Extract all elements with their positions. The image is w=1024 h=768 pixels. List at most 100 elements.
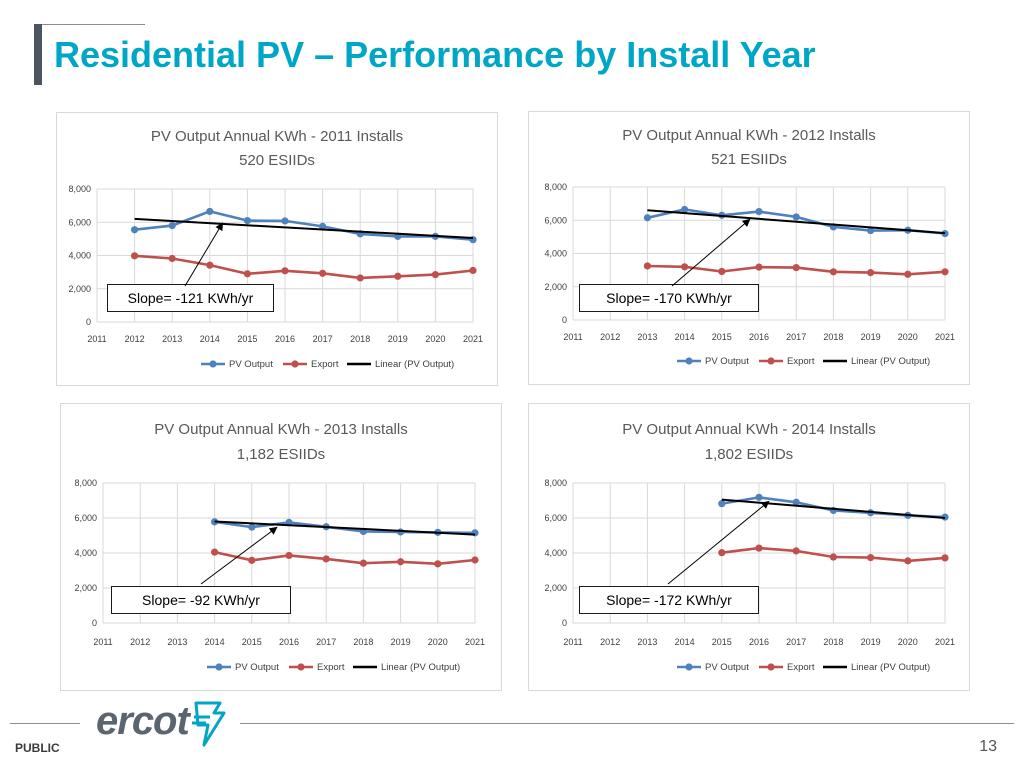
export-point (322, 555, 330, 563)
x-tick-label: 2014 (205, 637, 225, 647)
x-tick-label: 2013 (167, 637, 187, 647)
legend-label-linear-trend: Linear (PV Output) (851, 356, 930, 367)
export-point (867, 553, 875, 562)
export-point (718, 267, 726, 276)
linear-trend-line (214, 520, 476, 536)
y-tick-label: 4,000 (68, 251, 91, 261)
chart-panel-2011: PV Output Annual KWh - 2011 Installs 520 … (56, 112, 498, 386)
export-point (131, 252, 139, 260)
pv-output-point (281, 217, 289, 225)
export-point (285, 551, 293, 560)
page-title: Residential PV – Performance by Install … (54, 34, 816, 75)
y-tick-label: 2,000 (74, 583, 97, 593)
y-tick-label: 8,000 (544, 478, 567, 488)
x-tick-label: 2012 (600, 332, 620, 342)
linear-trend-line (647, 209, 946, 235)
chart-svg-2014: PV Output Annual KWh - 2014 Installs 1,80… (544, 421, 955, 673)
pv-output-point (206, 207, 214, 216)
export-point (359, 559, 367, 567)
y-tick-label: 8,000 (544, 182, 567, 192)
export-point (829, 268, 837, 276)
pv-output-point (792, 498, 800, 506)
y-tick-label: 0 (86, 317, 91, 327)
y-tick-label: 2,000 (68, 284, 91, 294)
pv-output-point (319, 222, 327, 231)
x-tick-label: 2012 (125, 334, 145, 344)
legend-label-export: Export (311, 359, 339, 370)
y-tick-label: 0 (562, 618, 567, 628)
export-legend-marker (767, 663, 775, 671)
slope-annotation-2014: Slope= -172 KWh/yr (579, 586, 759, 614)
y-tick-label: 8,000 (74, 478, 97, 488)
x-tick-label: 2017 (316, 637, 336, 647)
chart-svg-2013: PV Output Annual KWh - 2013 Installs 1,18… (74, 421, 485, 673)
export-point (469, 266, 477, 275)
x-tick-label: 2021 (465, 637, 485, 647)
pv-output-point (755, 208, 763, 216)
footer-classification: PUBLIC (15, 741, 60, 755)
x-tick-label: 2013 (162, 334, 182, 344)
export-point (829, 553, 837, 561)
export-point (755, 263, 763, 271)
export-point (168, 254, 176, 263)
y-tick-label: 4,000 (74, 548, 97, 558)
pv-output-point (681, 205, 689, 214)
x-tick-label: 2020 (428, 637, 448, 647)
y-tick-label: 6,000 (544, 513, 567, 523)
ercot-logo: ercot (96, 699, 190, 743)
x-tick-label: 2016 (749, 332, 769, 342)
y-tick-label: 2,000 (544, 282, 567, 292)
x-tick-label: 2012 (600, 637, 620, 647)
x-tick-label: 2021 (935, 332, 955, 342)
pv-output-point (397, 528, 405, 536)
y-tick-label: 6,000 (68, 217, 91, 227)
pv-output-legend-marker (215, 663, 223, 671)
x-tick-label: 2017 (786, 637, 806, 647)
x-tick-label: 2019 (391, 637, 411, 647)
pv-output-point (755, 493, 763, 501)
legend-label-linear-trend: Linear (PV Output) (375, 359, 454, 370)
x-tick-label: 2013 (637, 637, 657, 647)
pv-output-point (643, 214, 651, 222)
export-point (718, 549, 726, 557)
chart-panel-2013: PV Output Annual KWh - 2013 Installs 1,18… (60, 403, 502, 691)
export-point (681, 263, 689, 271)
x-tick-label: 2021 (935, 637, 955, 647)
export-point (281, 267, 289, 275)
legend-label-linear-trend: Linear (PV Output) (851, 662, 930, 673)
export-point (434, 560, 442, 568)
pv-output-legend-marker (685, 357, 693, 365)
y-tick-label: 8,000 (68, 184, 91, 194)
export-point (248, 556, 256, 564)
ercot-bolt-icon (192, 701, 226, 747)
title-top-rule (40, 24, 145, 25)
x-tick-label: 2019 (388, 334, 408, 344)
legend-label-pv-output: PV Output (235, 662, 279, 673)
x-tick-label: 2018 (353, 637, 373, 647)
x-tick-label: 2020 (898, 637, 918, 647)
x-tick-label: 2014 (675, 637, 695, 647)
y-tick-label: 2,000 (544, 583, 567, 593)
pv-output-point (131, 226, 139, 234)
x-tick-label: 2018 (823, 332, 843, 342)
chart-title: PV Output Annual KWh - 2012 Installs (622, 127, 875, 144)
pv-output-legend-marker (685, 663, 693, 671)
chart-subtitle: 520 ESIIDs (239, 152, 315, 169)
x-tick-label: 2012 (130, 637, 150, 647)
chart-panel-2014: PV Output Annual KWh - 2014 Installs 1,80… (528, 403, 970, 691)
x-tick-label: 2016 (275, 334, 295, 344)
export-legend-marker (291, 360, 299, 368)
legend-label-pv-output: PV Output (705, 662, 749, 673)
chart-title: PV Output Annual KWh - 2014 Installs (622, 421, 875, 438)
x-tick-label: 2018 (823, 637, 843, 647)
chart-title: PV Output Annual KWh - 2011 Installs (151, 128, 403, 145)
export-point (397, 558, 405, 566)
x-tick-label: 2020 (425, 334, 445, 344)
export-point (206, 261, 214, 269)
footer-rule-left (10, 723, 80, 724)
chart-panel-2012: PV Output Annual KWh - 2012 Installs 521 … (528, 111, 970, 385)
x-tick-label: 2014 (675, 332, 695, 342)
export-point (792, 264, 800, 272)
pv-output-legend-marker (209, 360, 217, 368)
slope-annotation-2013: Slope= -92 KWh/yr (111, 586, 291, 614)
